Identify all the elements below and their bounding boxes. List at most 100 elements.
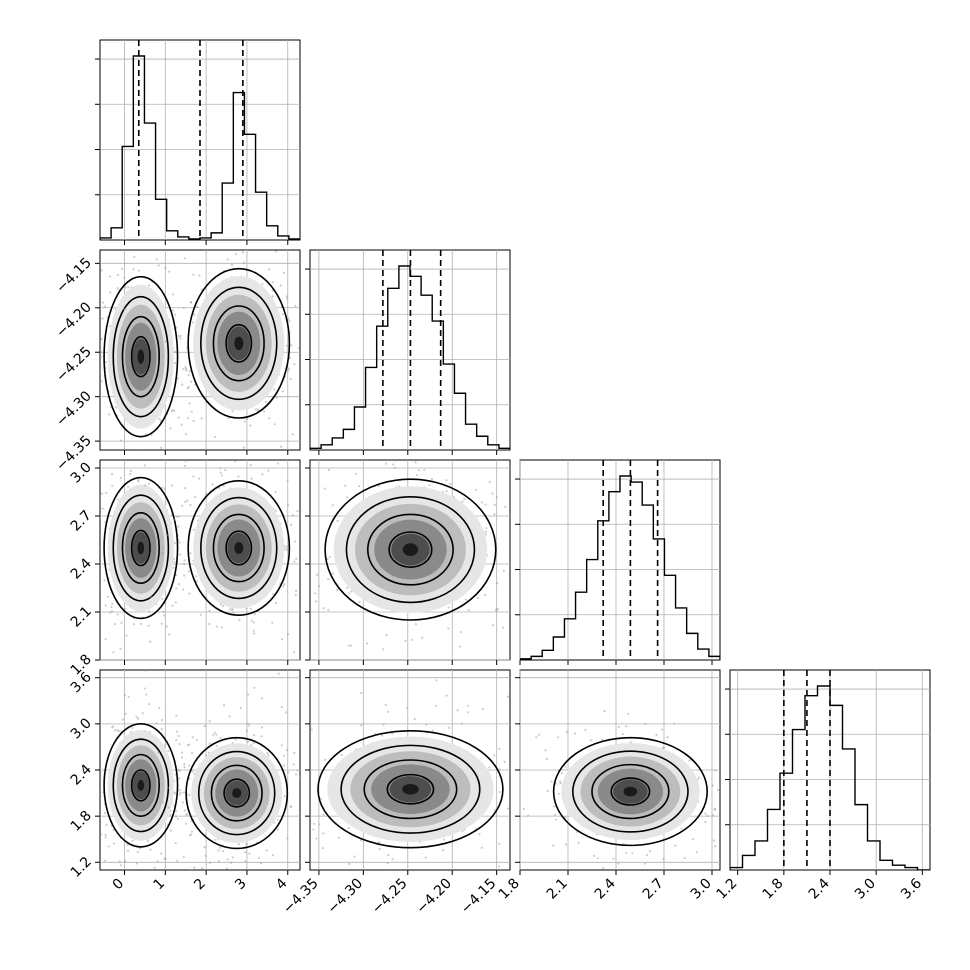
scatter-point [695, 851, 698, 854]
scatter-point [188, 794, 191, 797]
x-tick-label: −4.25 [369, 876, 411, 918]
scatter-point [175, 730, 178, 733]
contour-line [340, 744, 481, 834]
scatter-point [404, 639, 407, 642]
scatter-point [249, 424, 252, 427]
scatter-point [104, 638, 107, 641]
scatter-point [304, 711, 306, 713]
scatter-point [711, 814, 715, 817]
scatter-point [215, 625, 218, 628]
scatter-point [423, 468, 426, 472]
scatter-point [392, 463, 395, 466]
scatter-point [187, 570, 190, 573]
scatter-point [380, 734, 384, 737]
scatter-point [90, 855, 92, 857]
y-tick-label: 1.2 [68, 854, 95, 881]
scatter-points [95, 250, 300, 450]
scatter-point [101, 317, 104, 320]
x-tick-label: −4.20 [413, 876, 455, 918]
scatter-point [181, 801, 185, 804]
scatter-point [238, 618, 241, 621]
x-tick-label: 2.1 [544, 876, 571, 903]
scatter-point [184, 460, 187, 463]
scatter-point [627, 712, 630, 715]
scatter-point [183, 559, 186, 562]
scatter-point [428, 483, 431, 487]
scatter-point [215, 733, 218, 736]
scatter-point [126, 876, 128, 878]
scatter-point [179, 791, 182, 794]
scatter-point [662, 858, 665, 861]
scatter-point [306, 827, 308, 829]
scatter-point [153, 866, 156, 869]
scatter-point [245, 729, 249, 732]
scatter-point [219, 467, 222, 470]
x-tick-label: 4 [273, 875, 291, 893]
scatter-point [264, 400, 267, 403]
scatter-point [409, 661, 411, 663]
scatter-point [589, 739, 592, 742]
scatter-point [467, 608, 470, 612]
scatter-point [109, 611, 112, 614]
scatter-point [213, 731, 216, 734]
scatter-point [259, 862, 263, 865]
scatter-point [183, 809, 186, 812]
scatter-point [286, 479, 289, 482]
scatter-point [504, 505, 507, 508]
scatter-point [304, 589, 306, 591]
scatter-point [137, 480, 140, 483]
scatter-point [101, 507, 104, 510]
scatter-point [391, 858, 394, 861]
scatter-point [135, 862, 138, 865]
scatter-point [688, 759, 691, 762]
scatter-point [386, 862, 389, 865]
scatter-point [443, 838, 446, 841]
scatter-point [460, 722, 463, 725]
scatter-point [441, 849, 445, 852]
scatter-point [165, 625, 168, 628]
scatter-point [621, 733, 624, 736]
scatter-point [601, 738, 604, 741]
scatter-point [491, 624, 495, 627]
x-tick-label: 1.2 [713, 876, 740, 903]
scatter-point [305, 552, 307, 554]
scatter-point [643, 862, 647, 865]
contour-line [363, 759, 458, 820]
scatter-point [174, 809, 177, 813]
scatter-point [249, 464, 252, 467]
scatter-point [100, 355, 103, 358]
scatter-point [327, 578, 330, 581]
scatter-point [603, 709, 606, 713]
scatter-point [220, 460, 222, 461]
scatter-point [146, 839, 149, 842]
scatter-point [514, 584, 516, 586]
scatter-point [293, 540, 297, 543]
scatter-point [195, 575, 198, 578]
scatter-point [466, 704, 469, 707]
scatter-point [276, 818, 279, 822]
scatter-point [160, 852, 163, 855]
scatter-point [145, 670, 148, 672]
panel-1-1 [305, 249, 511, 455]
scatter-point [108, 275, 112, 278]
scatter-point [109, 325, 112, 328]
scatter-point [208, 720, 211, 723]
scatter-point [193, 866, 196, 869]
scatter-point [95, 315, 97, 317]
scatter-point [484, 533, 487, 536]
scatter-point [267, 469, 270, 472]
scatter-point [228, 608, 232, 611]
scatter-point [248, 852, 251, 855]
scatter-point [644, 722, 647, 726]
scatter-point [190, 410, 193, 413]
scatter-point [139, 878, 141, 880]
scatter-point [144, 433, 147, 436]
scatter-point [442, 660, 444, 662]
scatter-point [179, 337, 182, 340]
scatter-point [260, 726, 264, 729]
scatter-point [512, 790, 514, 792]
scatter-points [512, 709, 720, 870]
scatter-point [173, 361, 177, 365]
scatter-point [283, 754, 286, 757]
scatter-point [297, 347, 300, 350]
